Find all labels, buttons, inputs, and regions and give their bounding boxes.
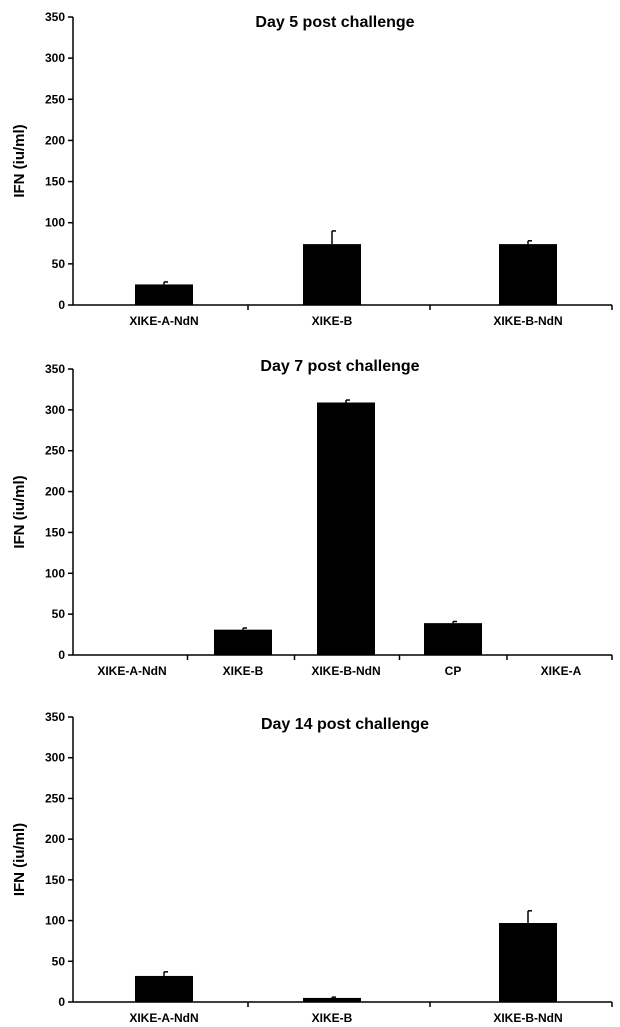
y-axis-title: IFN (iu/ml) [11, 475, 28, 548]
category-label: XIKE-A-NdN [129, 314, 198, 328]
chart-title: Day 7 post challenge [260, 358, 419, 375]
chart-panel-1: Day 5 post challenge IFN (iu/ml) 0 50 100 150… [11, 10, 613, 328]
bar-xike-b-ndn [499, 923, 557, 1002]
y-axis-title: IFN (iu/ml) [11, 124, 28, 197]
y-tick-label: 0 [58, 648, 65, 662]
y-tick-label: 150 [45, 873, 65, 887]
category-label: XIKE-B-NdN [493, 314, 562, 328]
chart-panel-3: Day 14 post challenge IFN (iu/ml) 0 50 100 15… [11, 710, 613, 1025]
y-tick-label: 250 [45, 92, 65, 106]
y-axis-title: IFN (iu/ml) [11, 823, 28, 896]
category-label: XIKE-B [223, 664, 264, 678]
category-label: XIKE-A [541, 664, 582, 678]
bar-xike-b-ndn [317, 402, 375, 655]
y-tick-label: 0 [58, 298, 65, 312]
chart-panel-2: Day 7 post challenge IFN (iu/ml) 0 50 100 150… [11, 358, 613, 678]
bar-xike-b-ndn [499, 244, 557, 305]
category-label: XIKE-B-NdN [493, 1011, 562, 1025]
y-tick-label: 100 [45, 216, 65, 230]
y-tick-label: 350 [45, 362, 65, 376]
chart-title: Day 14 post challenge [261, 716, 429, 733]
y-tick-label: 150 [45, 175, 65, 189]
category-label: CP [445, 664, 462, 678]
category-label: XIKE-B [312, 1011, 353, 1025]
y-tick-label: 350 [45, 710, 65, 724]
y-tick-label: 300 [45, 751, 65, 765]
y-tick-label: 150 [45, 525, 65, 539]
y-tick-label: 100 [45, 566, 65, 580]
bar-xike-b [303, 997, 361, 1002]
y-tick-label: 50 [52, 954, 66, 968]
bar-xike-a-ndn [135, 284, 193, 305]
y-tick-label: 50 [52, 257, 66, 271]
y-tick-label: 350 [45, 10, 65, 24]
bar-cp [424, 623, 482, 655]
y-tick-label: 200 [45, 485, 65, 499]
category-label: XIKE-B-NdN [311, 664, 380, 678]
y-tick-label: 300 [45, 51, 65, 65]
bar-xike-a-ndn [135, 975, 193, 1002]
bar-xike-b [303, 244, 361, 305]
y-tick-label: 200 [45, 133, 65, 147]
y-tick-label: 300 [45, 403, 65, 417]
y-tick-label: 200 [45, 832, 65, 846]
y-tick-label: 250 [45, 444, 65, 458]
y-tick-label: 250 [45, 791, 65, 805]
chart-title: Day 5 post challenge [255, 14, 414, 31]
bar-xike-b [214, 629, 272, 655]
category-label: XIKE-A-NdN [97, 664, 166, 678]
y-tick-label: 50 [52, 607, 66, 621]
y-tick-label: 100 [45, 914, 65, 928]
y-tick-label: 0 [58, 995, 65, 1009]
category-label: XIKE-B [312, 314, 353, 328]
category-label: XIKE-A-NdN [129, 1011, 198, 1025]
